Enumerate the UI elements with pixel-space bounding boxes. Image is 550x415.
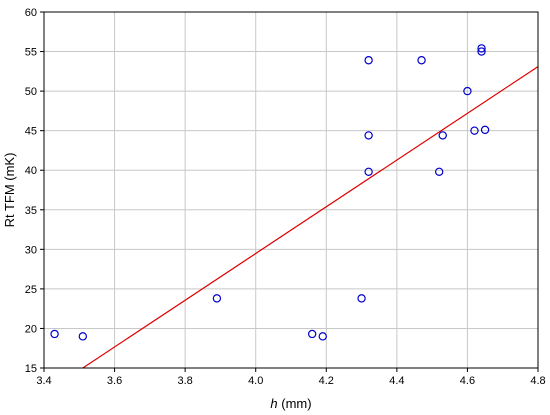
data-point bbox=[435, 167, 444, 177]
data-point bbox=[364, 56, 373, 65]
y-tick-label: 40 bbox=[25, 165, 37, 177]
data-point bbox=[364, 131, 373, 140]
y-tick-label: 55 bbox=[25, 47, 37, 59]
x-tick-label: 4.4 bbox=[389, 375, 404, 387]
y-tick-labels: 15 20 25 30 35 40 45 50 55 60 bbox=[25, 7, 37, 375]
y-tick-label: 35 bbox=[25, 205, 37, 217]
data-point bbox=[438, 131, 447, 140]
data-point bbox=[318, 332, 327, 341]
data-point bbox=[307, 329, 317, 339]
y-tick-label: 45 bbox=[25, 126, 37, 138]
y-tick-label: 20 bbox=[25, 323, 37, 335]
data-point bbox=[212, 294, 222, 303]
data-point bbox=[470, 126, 479, 135]
y-tick-label: 15 bbox=[25, 363, 37, 375]
y-tick-label: 25 bbox=[25, 284, 37, 296]
data-point bbox=[463, 86, 472, 96]
data-point bbox=[357, 294, 366, 303]
y-tick-label: 30 bbox=[25, 244, 37, 256]
data-point bbox=[50, 329, 59, 339]
data-point bbox=[417, 56, 426, 65]
x-tick-label: 4.8 bbox=[530, 375, 545, 387]
data-point bbox=[477, 47, 486, 56]
x-tick-label: 4.6 bbox=[460, 375, 475, 387]
data-point bbox=[78, 332, 88, 341]
data-point bbox=[364, 167, 373, 177]
x-tick-label: 4.0 bbox=[248, 375, 263, 387]
data-point bbox=[480, 125, 490, 135]
data-points bbox=[50, 44, 490, 341]
grid-lines bbox=[44, 12, 538, 368]
x-axis-title: h (mm) bbox=[270, 396, 311, 411]
regression-line bbox=[82, 66, 539, 369]
data-point bbox=[477, 44, 486, 53]
x-axis-title-symbol: h bbox=[270, 396, 277, 411]
y-tick-label: 60 bbox=[25, 7, 37, 19]
x-axis-title-unit: (mm) bbox=[281, 396, 311, 411]
x-tick-label: 3.8 bbox=[177, 375, 192, 387]
regression-line-group bbox=[82, 66, 539, 369]
x-tick-label: 3.6 bbox=[107, 375, 122, 387]
y-axis-title: Rt TFM (mK) bbox=[2, 153, 17, 228]
x-tick-labels: 3.4 3.6 3.8 4.0 4.2 4.4 4.6 4.8 bbox=[36, 375, 545, 387]
plot-area-frame bbox=[43, 11, 539, 369]
x-tick-label: 4.2 bbox=[319, 375, 334, 387]
x-tick-label: 3.4 bbox=[36, 375, 51, 387]
y-tick-label: 50 bbox=[25, 86, 37, 98]
axis-ticks bbox=[40, 11, 539, 372]
